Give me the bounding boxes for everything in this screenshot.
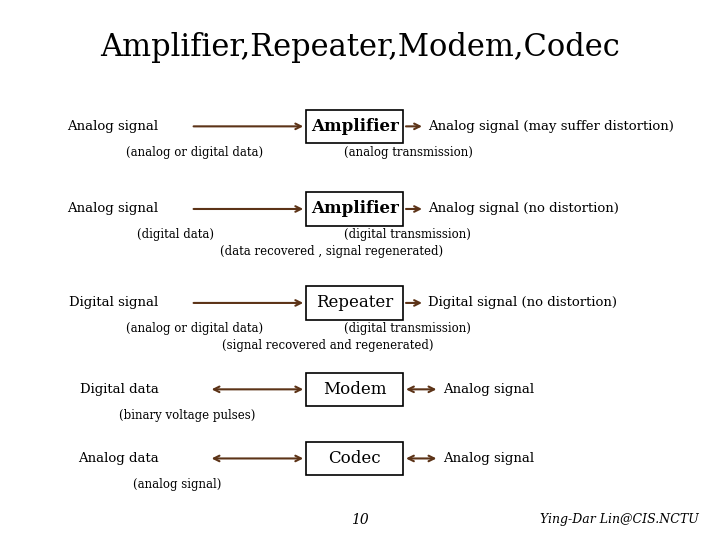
Text: Ying-Dar Lin@CIS.NCTU: Ying-Dar Lin@CIS.NCTU bbox=[540, 514, 698, 526]
Text: Amplifier: Amplifier bbox=[310, 200, 399, 218]
Text: (digital transmission): (digital transmission) bbox=[344, 228, 471, 241]
Text: Codec: Codec bbox=[328, 450, 381, 467]
Text: Analog data: Analog data bbox=[78, 452, 158, 465]
Text: Digital signal: Digital signal bbox=[69, 296, 158, 309]
Text: (signal recovered and regenerated): (signal recovered and regenerated) bbox=[222, 339, 433, 352]
FancyBboxPatch shape bbox=[306, 286, 403, 320]
Text: (digital data): (digital data) bbox=[137, 228, 214, 241]
Text: Analog signal: Analog signal bbox=[67, 202, 158, 215]
Text: Amplifier,Repeater,Modem,Codec: Amplifier,Repeater,Modem,Codec bbox=[100, 32, 620, 63]
Text: Amplifier: Amplifier bbox=[310, 118, 399, 135]
Text: (digital transmission): (digital transmission) bbox=[344, 322, 471, 335]
Text: Analog signal: Analog signal bbox=[443, 452, 534, 465]
FancyBboxPatch shape bbox=[306, 192, 403, 226]
Text: Repeater: Repeater bbox=[316, 294, 393, 312]
Text: (data recovered , signal regenerated): (data recovered , signal regenerated) bbox=[220, 245, 443, 258]
FancyBboxPatch shape bbox=[306, 110, 403, 143]
Text: Digital signal (no distortion): Digital signal (no distortion) bbox=[428, 296, 618, 309]
Text: Modem: Modem bbox=[323, 381, 387, 398]
FancyBboxPatch shape bbox=[306, 442, 403, 475]
Text: 10: 10 bbox=[351, 512, 369, 526]
Text: (binary voltage pulses): (binary voltage pulses) bbox=[119, 409, 255, 422]
Text: Analog signal (no distortion): Analog signal (no distortion) bbox=[428, 202, 619, 215]
Text: (analog or digital data): (analog or digital data) bbox=[126, 322, 263, 335]
Text: Analog signal (may suffer distortion): Analog signal (may suffer distortion) bbox=[428, 120, 674, 133]
Text: (analog or digital data): (analog or digital data) bbox=[126, 146, 263, 159]
Text: Analog signal: Analog signal bbox=[443, 383, 534, 396]
Text: Digital data: Digital data bbox=[79, 383, 158, 396]
Text: (analog transmission): (analog transmission) bbox=[344, 146, 473, 159]
Text: Analog signal: Analog signal bbox=[67, 120, 158, 133]
FancyBboxPatch shape bbox=[306, 373, 403, 406]
Text: (analog signal): (analog signal) bbox=[133, 478, 222, 491]
